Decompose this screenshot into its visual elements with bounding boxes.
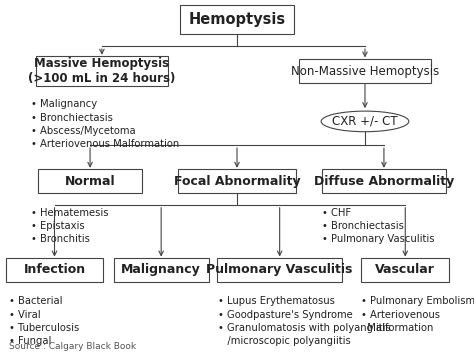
Text: Non-Massive Hemoptysis: Non-Massive Hemoptysis (291, 65, 439, 77)
FancyBboxPatch shape (38, 169, 142, 193)
Text: • Pulmonary Embolism
• Arteriovenous
  Malformation: • Pulmonary Embolism • Arteriovenous Mal… (361, 296, 474, 333)
FancyBboxPatch shape (322, 169, 446, 193)
Text: Hemoptysis: Hemoptysis (189, 12, 285, 27)
Text: Pulmonary Vasculitis: Pulmonary Vasculitis (207, 263, 353, 276)
Text: Diffuse Abnormality: Diffuse Abnormality (314, 175, 454, 187)
Text: • Malignancy
• Bronchiectasis
• Abscess/Mycetoma
• Arteriovenous Malformation: • Malignancy • Bronchiectasis • Abscess/… (31, 99, 179, 149)
Text: Massive Hemoptysis
(>100 mL in 24 hours): Massive Hemoptysis (>100 mL in 24 hours) (28, 57, 175, 85)
Text: • Hematemesis
• Epistaxis
• Bronchitis: • Hematemesis • Epistaxis • Bronchitis (31, 208, 109, 244)
Text: Normal: Normal (65, 175, 115, 187)
FancyBboxPatch shape (6, 258, 103, 282)
FancyBboxPatch shape (217, 258, 342, 282)
FancyBboxPatch shape (178, 169, 296, 193)
Text: Malignancy: Malignancy (121, 263, 201, 276)
Text: Focal Abnormality: Focal Abnormality (173, 175, 301, 187)
Ellipse shape (321, 111, 409, 132)
FancyBboxPatch shape (299, 59, 431, 83)
Text: • CHF
• Bronchiectasis
• Pulmonary Vasculitis: • CHF • Bronchiectasis • Pulmonary Vascu… (322, 208, 435, 244)
FancyBboxPatch shape (361, 258, 449, 282)
Text: CXR +/- CT: CXR +/- CT (332, 115, 398, 128)
FancyBboxPatch shape (114, 258, 209, 282)
Text: Infection: Infection (23, 263, 86, 276)
Text: Source : Calgary Black Book: Source : Calgary Black Book (9, 342, 136, 351)
Text: • Bacterial
• Viral
• Tuberculosis
• Fungal: • Bacterial • Viral • Tuberculosis • Fun… (9, 296, 79, 346)
FancyBboxPatch shape (36, 56, 168, 86)
FancyBboxPatch shape (180, 5, 294, 34)
Text: • Lupus Erythematosus
• Goodpasture's Syndrome
• Granulomatosis with polyangiiti: • Lupus Erythematosus • Goodpasture's Sy… (218, 296, 391, 346)
Text: Vascular: Vascular (375, 263, 435, 276)
